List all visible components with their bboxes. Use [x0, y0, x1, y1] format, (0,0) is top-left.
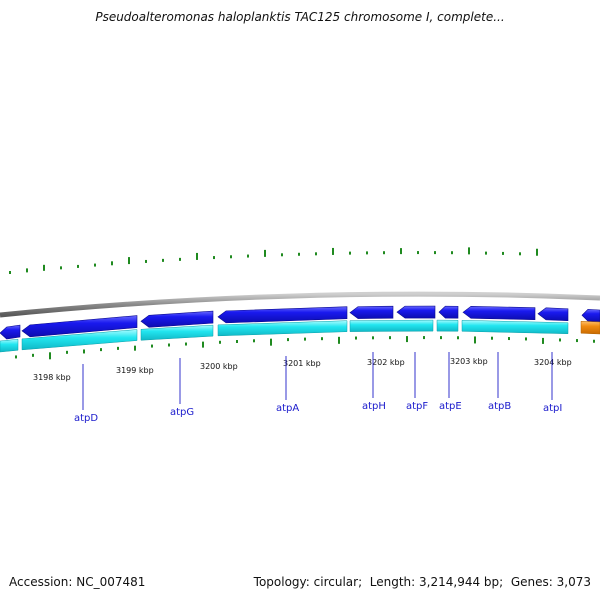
reverse-gene-block[interactable]: [0, 338, 19, 353]
genes-value: 3,073: [556, 575, 591, 589]
accession-value: NC_007481: [76, 575, 146, 589]
sequence-backbone: [0, 291, 600, 318]
forward-gene-arrow[interactable]: [396, 305, 436, 319]
forward-gene-arrow[interactable]: [349, 305, 394, 319]
forward-gene-arrow[interactable]: [21, 315, 138, 338]
other-gene-block[interactable]: [580, 320, 600, 335]
gene-label-atpG[interactable]: atpG: [170, 407, 194, 418]
scale-label-3198: 3198 kbp: [33, 373, 71, 382]
scale-label-3204: 3204 kbp: [534, 358, 572, 367]
scale-label-3202: 3202 kbp: [367, 358, 405, 367]
gc-skew-track: [15, 336, 595, 360]
forward-gene-arrow[interactable]: [217, 306, 348, 324]
gene-label-connectors: [82, 352, 553, 410]
gc-content-track: [9, 247, 538, 275]
forward-gene-arrow[interactable]: [537, 307, 569, 322]
sequence-info: Topology: circular; Length: 3,214,944 bp…: [253, 575, 591, 589]
map-title: Pseudoalteromonas haloplanktis TAC125 ch…: [95, 10, 505, 24]
accession-info: Accession: NC_007481: [9, 575, 145, 589]
gene-label-atpH[interactable]: atpH: [362, 401, 386, 412]
topology-label: Topology:: [253, 575, 310, 589]
forward-gene-arrow[interactable]: [581, 308, 600, 323]
accession-label: Accession:: [9, 575, 73, 589]
kbp-scale: 3198 kbp 3199 kbp 3200 kbp 3201 kbp 3202…: [33, 357, 572, 382]
gene-label-atpB[interactable]: atpB: [488, 401, 511, 412]
scale-label-3200: 3200 kbp: [200, 362, 238, 371]
forward-gene-arrow[interactable]: [438, 305, 459, 319]
reverse-gene-block[interactable]: [140, 324, 214, 341]
length-value: 3,214,944 bp: [419, 575, 500, 589]
reverse-gene-block[interactable]: [21, 329, 138, 351]
gene-label-atpE[interactable]: atpE: [439, 401, 462, 412]
scale-label-3203: 3203 kbp: [450, 357, 488, 366]
reverse-gene-block[interactable]: [436, 319, 459, 332]
gene-labels: atpD atpG atpA atpH atpF atpE atpB atpI: [74, 401, 562, 424]
reverse-gene-track: [0, 319, 600, 353]
gene-label-atpI[interactable]: atpI: [543, 403, 562, 414]
reverse-gene-block[interactable]: [461, 320, 569, 334]
gene-label-atpD[interactable]: atpD: [74, 413, 98, 424]
forward-gene-arrow[interactable]: [462, 306, 536, 320]
gene-label-atpF[interactable]: atpF: [406, 401, 428, 412]
scale-label-3199: 3199 kbp: [116, 366, 154, 375]
forward-gene-arrow[interactable]: [0, 324, 21, 340]
scale-label-3201: 3201 kbp: [283, 359, 321, 368]
genes-label: Genes:: [510, 575, 553, 589]
forward-gene-arrow[interactable]: [140, 310, 214, 328]
reverse-gene-block[interactable]: [217, 320, 348, 337]
forward-gene-track: [0, 305, 600, 340]
gene-label-atpA[interactable]: atpA: [276, 403, 299, 414]
length-label: Length:: [369, 575, 416, 589]
topology-value: circular: [313, 575, 359, 589]
reverse-gene-block[interactable]: [349, 319, 434, 332]
